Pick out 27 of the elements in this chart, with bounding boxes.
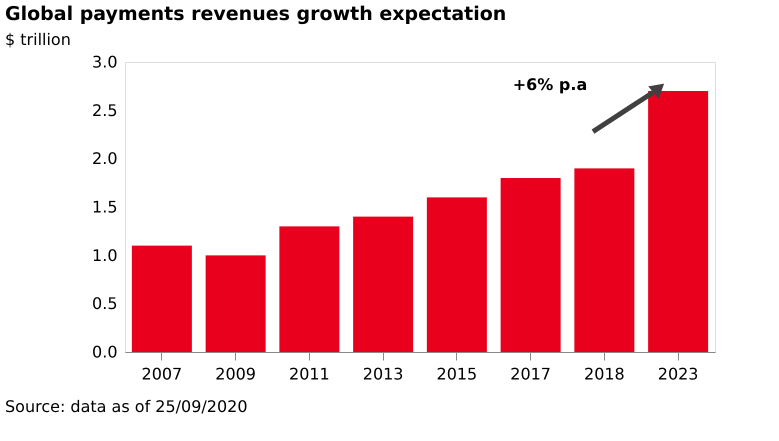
y-tick-label: 1.0 bbox=[92, 246, 118, 265]
bar bbox=[426, 197, 487, 352]
x-tick-label: 2007 bbox=[142, 364, 182, 384]
y-tick-label: 3.0 bbox=[92, 52, 118, 72]
y-tick-label: 0.0 bbox=[92, 342, 118, 362]
bar bbox=[574, 168, 634, 352]
bar bbox=[279, 226, 340, 352]
chart-title: Global payments revenues growth expectation bbox=[5, 3, 506, 25]
x-tick-label: 2023 bbox=[658, 364, 698, 384]
x-tick-label: 2009 bbox=[215, 364, 256, 384]
x-tick-label: 2013 bbox=[362, 364, 404, 384]
source-note: Source: data as of 25/09/2020 bbox=[5, 397, 248, 416]
x-tick-label: 2011 bbox=[289, 364, 330, 384]
x-tick-label: 2017 bbox=[510, 364, 551, 384]
y-axis-title: $ trillion bbox=[5, 30, 71, 49]
y-tick-label: 2.5 bbox=[92, 100, 118, 120]
bar bbox=[500, 178, 561, 352]
x-tick-label: 2018 bbox=[584, 364, 625, 384]
annotation: +6% p.a bbox=[512, 75, 588, 94]
y-tick-label: 0.5 bbox=[92, 294, 118, 314]
bar bbox=[132, 246, 192, 352]
bar bbox=[206, 255, 266, 352]
x-tick-label: 2015 bbox=[436, 364, 478, 384]
y-tick-label: 1.5 bbox=[92, 198, 118, 216]
bar bbox=[353, 216, 414, 352]
y-tick-label: 2.0 bbox=[92, 149, 118, 168]
bar bbox=[648, 91, 708, 352]
